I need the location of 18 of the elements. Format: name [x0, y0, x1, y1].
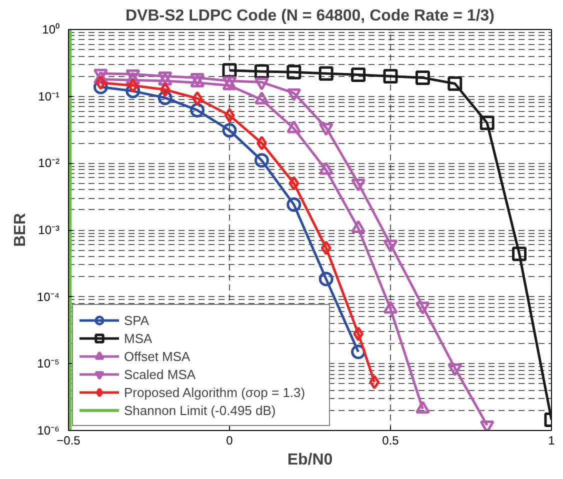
y-tick-label: 10⁻¹ [38, 89, 60, 104]
y-tick-label: 10⁻⁴ [36, 290, 60, 304]
y-tick-label: 10⁻² [38, 156, 60, 170]
y-tick-label: 10⁻⁵ [37, 356, 60, 371]
x-tick-label: 0 [226, 434, 234, 448]
ref-line-label: Shannon Limit (-0.495 dB) [124, 402, 277, 419]
legend-label: MSA [124, 330, 154, 347]
legend-label: SPA [124, 312, 150, 329]
x-tick-label: 0.5 [382, 434, 400, 448]
chart-title: DVB-S2 LDPC Code (N = 64800, Code Rate = 1/3) [126, 8, 494, 24]
y-tick-label: 10⁻³ [38, 223, 60, 237]
y-tick-label: 10⁰ [42, 22, 60, 36]
x-tick-label: 1 [548, 434, 556, 448]
y-axis-title: BER [12, 212, 29, 247]
legend-label: Scaled MSA [124, 366, 197, 383]
x-axis-title: Eb/N0 [287, 452, 333, 468]
legend-label: Proposed Algorithm (σop = 1.3) [124, 384, 306, 401]
legend-label: Offset MSA [124, 348, 192, 365]
